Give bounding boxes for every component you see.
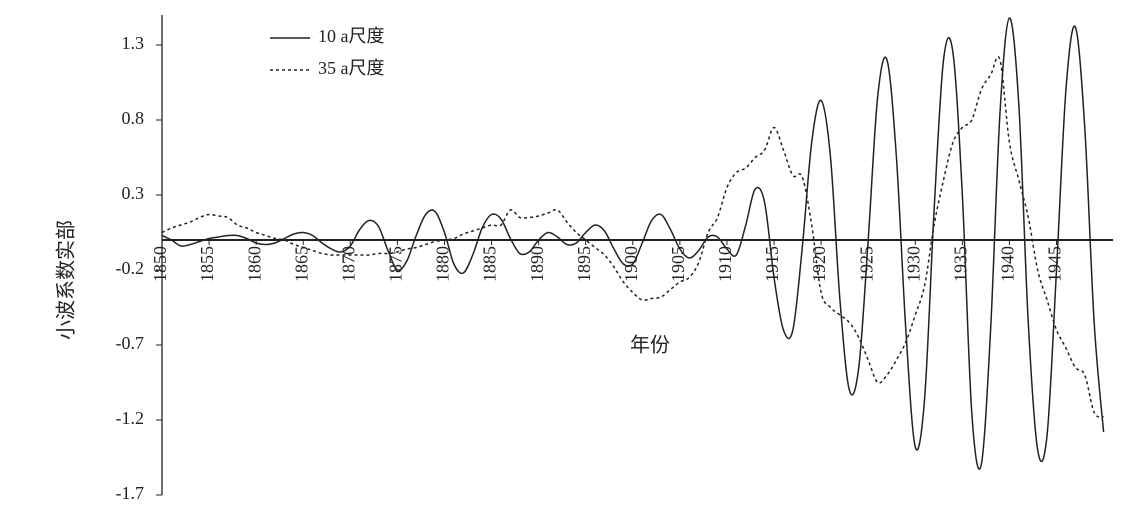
y-tick-label: 1.3 [122,33,145,53]
y-tick-label: 0.3 [122,183,145,203]
y-axis-title: 小波系数实部 [55,220,78,340]
x-tick-label: 1930 [903,246,923,282]
series-line [161,17,1105,470]
x-tick-label: 1935 [950,246,970,282]
x-tick-label: 1890 [527,246,547,282]
legend-label: 35 a尺度 [318,58,385,78]
x-axis-title: 年份 [630,334,670,357]
x-tick-label: 1895 [574,246,594,282]
legend-label: 10 a尺度 [318,26,385,46]
y-tick-label: -1.2 [116,408,145,428]
x-tick-label: 1850 [150,246,170,282]
x-tick-label: 1885 [480,246,500,282]
y-tick-label: -0.2 [116,258,145,278]
y-tick-label: -0.7 [116,333,145,353]
x-tick-label: 1855 [197,246,217,282]
x-tick-label: 1920 [809,246,829,282]
y-tick-label: -1.7 [116,483,145,503]
x-tick-label: 1860 [244,246,264,282]
y-tick-label: 0.8 [122,108,145,128]
series-line [161,56,1104,418]
x-tick-label: 1900 [621,246,641,282]
x-tick-label: 1940 [998,246,1018,282]
x-tick-label: 1945 [1045,246,1065,282]
x-tick-label: 1865 [291,246,311,282]
x-tick-label: 1905 [668,246,688,282]
x-tick-label: 1910 [715,246,735,282]
x-tick-label: 1880 [433,246,453,282]
